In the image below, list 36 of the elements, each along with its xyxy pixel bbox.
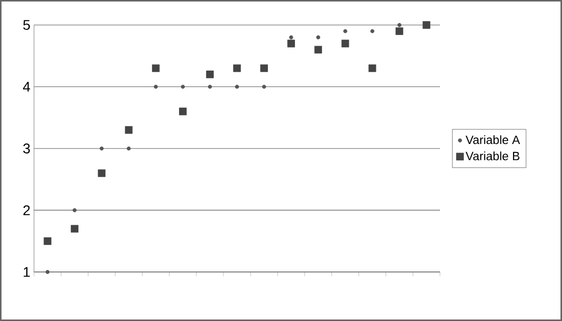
point — [70, 224, 78, 233]
point — [44, 237, 52, 245]
point — [316, 35, 320, 40]
point — [260, 64, 268, 72]
point — [235, 84, 240, 89]
point — [287, 40, 295, 48]
point — [124, 126, 133, 134]
point — [206, 70, 214, 78]
y-tick-label: 4 — [23, 82, 30, 92]
point — [72, 208, 77, 212]
point — [208, 84, 212, 89]
y-tick-label: 1 — [24, 267, 30, 277]
y-tick-label: 3 — [23, 144, 30, 154]
point — [154, 84, 158, 89]
point — [289, 35, 294, 40]
y-tick-label: 2 — [23, 205, 30, 216]
point — [341, 40, 350, 48]
point — [262, 84, 266, 89]
point — [370, 29, 374, 34]
point — [368, 64, 376, 72]
legend-label: Variable A — [466, 135, 520, 144]
y-tick-label: 5 — [23, 20, 30, 30]
point — [396, 27, 404, 35]
point — [314, 46, 322, 54]
point — [179, 108, 187, 116]
point — [233, 64, 241, 72]
point — [180, 84, 185, 89]
point — [152, 64, 160, 72]
legend-label: Variable B — [466, 152, 520, 160]
point — [397, 22, 402, 27]
point — [343, 29, 348, 34]
point — [46, 270, 50, 274]
point — [126, 146, 131, 150]
point — [422, 21, 430, 29]
point — [100, 146, 104, 150]
point — [98, 169, 106, 177]
